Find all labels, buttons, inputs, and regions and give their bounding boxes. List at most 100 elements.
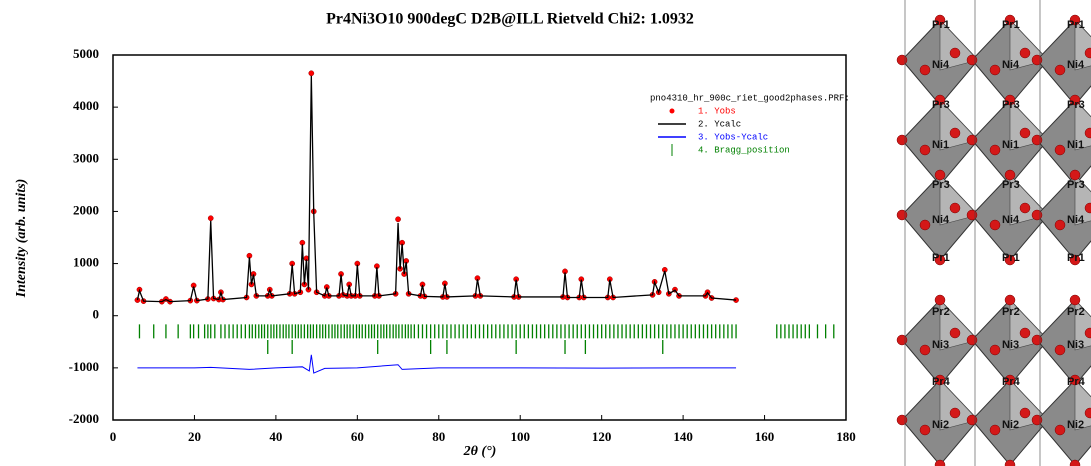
- oxygen-atom: [1031, 209, 1043, 221]
- x-tick-label: 140: [673, 429, 693, 444]
- atom-label: Pr4: [1002, 376, 1021, 388]
- atom-label: Pr2: [932, 306, 950, 318]
- oxygen-atom: [934, 14, 946, 26]
- calculated-line: [136, 75, 737, 303]
- oxygen-atom: [1069, 459, 1081, 466]
- oxygen-atom: [919, 424, 931, 436]
- atom-label: Pr1: [1002, 19, 1020, 31]
- oxygen-atom: [1031, 334, 1043, 346]
- oxygen-atom: [989, 219, 1001, 231]
- atom-label: Ni4: [1002, 59, 1020, 71]
- oxygen-atom: [989, 64, 1001, 76]
- atom-label: Ni1: [932, 139, 949, 151]
- oxygen-atom: [1031, 54, 1043, 66]
- y-tick-label: 3000: [73, 150, 99, 165]
- oxygen-atom: [966, 134, 978, 146]
- oxygen-atom: [949, 127, 961, 139]
- oxygen-atom: [1084, 127, 1091, 139]
- oxygen-atom: [934, 254, 946, 266]
- oxygen-atom: [934, 374, 946, 386]
- atom-label: Ni2: [1067, 419, 1084, 431]
- oxygen-atom: [896, 209, 908, 221]
- atom-label: Pr1: [1067, 252, 1085, 264]
- oxygen-atom: [919, 219, 931, 231]
- oxygen-atom: [1069, 14, 1081, 26]
- oxygen-atom: [1004, 169, 1016, 181]
- octahedron-face: [1074, 379, 1091, 431]
- atom-label: Ni4: [1067, 214, 1085, 226]
- oxygen-atom: [989, 144, 1001, 156]
- oxygen-atom: [1069, 254, 1081, 266]
- atom-label: Pr4: [932, 376, 951, 388]
- x-tick-label: 40: [269, 429, 282, 444]
- x-tick-label: 180: [836, 429, 856, 444]
- observed-point: [308, 70, 315, 77]
- oxygen-atom: [1019, 327, 1031, 339]
- x-axis-label: 2θ (°): [463, 444, 497, 459]
- oxygen-atom: [1054, 64, 1066, 76]
- oxygen-atom: [1004, 94, 1016, 106]
- oxygen-atom: [919, 64, 931, 76]
- legend-label: 1. Yobs: [698, 106, 736, 116]
- y-tick-label: 5000: [73, 46, 99, 61]
- oxygen-atom: [896, 54, 908, 66]
- oxygen-atom: [934, 94, 946, 106]
- x-tick-label: 60: [351, 429, 364, 444]
- oxygen-atom: [1084, 47, 1091, 59]
- y-tick-label: 4000: [73, 98, 99, 113]
- oxygen-atom: [1004, 14, 1016, 26]
- atom-label: Pr1: [1067, 19, 1085, 31]
- oxygen-atom: [1069, 94, 1081, 106]
- oxygen-atom: [1069, 294, 1081, 306]
- legend-label: 2. Ycalc: [698, 119, 741, 129]
- atom-label: Pr1: [932, 252, 950, 264]
- oxygen-atom: [1004, 294, 1016, 306]
- oxygen-atom: [966, 54, 978, 66]
- oxygen-atom: [934, 459, 946, 466]
- atom-label: Pr3: [932, 179, 950, 191]
- atom-label: Ni2: [1002, 419, 1019, 431]
- legend-label: 3. Yobs-Ycalc: [698, 132, 768, 142]
- x-tick-label: 160: [755, 429, 775, 444]
- x-tick-label: 0: [110, 429, 117, 444]
- atom-label: Pr4: [1067, 376, 1086, 388]
- legend-label: 4. Bragg_position: [698, 145, 790, 155]
- atom-label: Ni2: [932, 419, 949, 431]
- oxygen-atom: [1054, 424, 1066, 436]
- atom-label: Ni4: [932, 214, 950, 226]
- atom-label: Pr3: [1067, 99, 1085, 111]
- observed-point: [207, 215, 214, 222]
- oxygen-atom: [896, 414, 908, 426]
- atom-label: Ni4: [1067, 59, 1085, 71]
- y-tick-label: 2000: [73, 202, 99, 217]
- oxygen-atom: [1054, 344, 1066, 356]
- atom-label: Pr2: [1067, 306, 1085, 318]
- y-tick-label: -1000: [69, 359, 99, 374]
- oxygen-atom: [949, 47, 961, 59]
- x-tick-label: 20: [188, 429, 201, 444]
- atom-label: Ni4: [1002, 214, 1020, 226]
- atom-label: Ni3: [1067, 339, 1084, 351]
- atom-label: Pr3: [1067, 179, 1085, 191]
- oxygen-atom: [896, 334, 908, 346]
- octahedron-face: [1074, 174, 1091, 226]
- x-tick-label: 80: [432, 429, 445, 444]
- x-tick-label: 100: [510, 429, 530, 444]
- oxygen-atom: [1054, 219, 1066, 231]
- chart-title: Pr4Ni3O10 900degC D2B@ILL Rietveld Chi2:…: [326, 11, 694, 28]
- oxygen-atom: [1031, 414, 1043, 426]
- oxygen-atom: [1004, 459, 1016, 466]
- oxygen-atom: [1054, 144, 1066, 156]
- atom-label: Ni1: [1002, 139, 1019, 151]
- atom-label: Pr3: [1002, 179, 1020, 191]
- oxygen-atom: [1019, 407, 1031, 419]
- atom-label: Ni4: [932, 59, 950, 71]
- atom-label: Pr1: [932, 19, 950, 31]
- atom-label: Ni1: [1067, 139, 1084, 151]
- oxygen-atom: [919, 144, 931, 156]
- oxygen-atom: [989, 344, 1001, 356]
- oxygen-atom: [1004, 374, 1016, 386]
- observed-point: [395, 216, 401, 223]
- oxygen-atom: [1069, 169, 1081, 181]
